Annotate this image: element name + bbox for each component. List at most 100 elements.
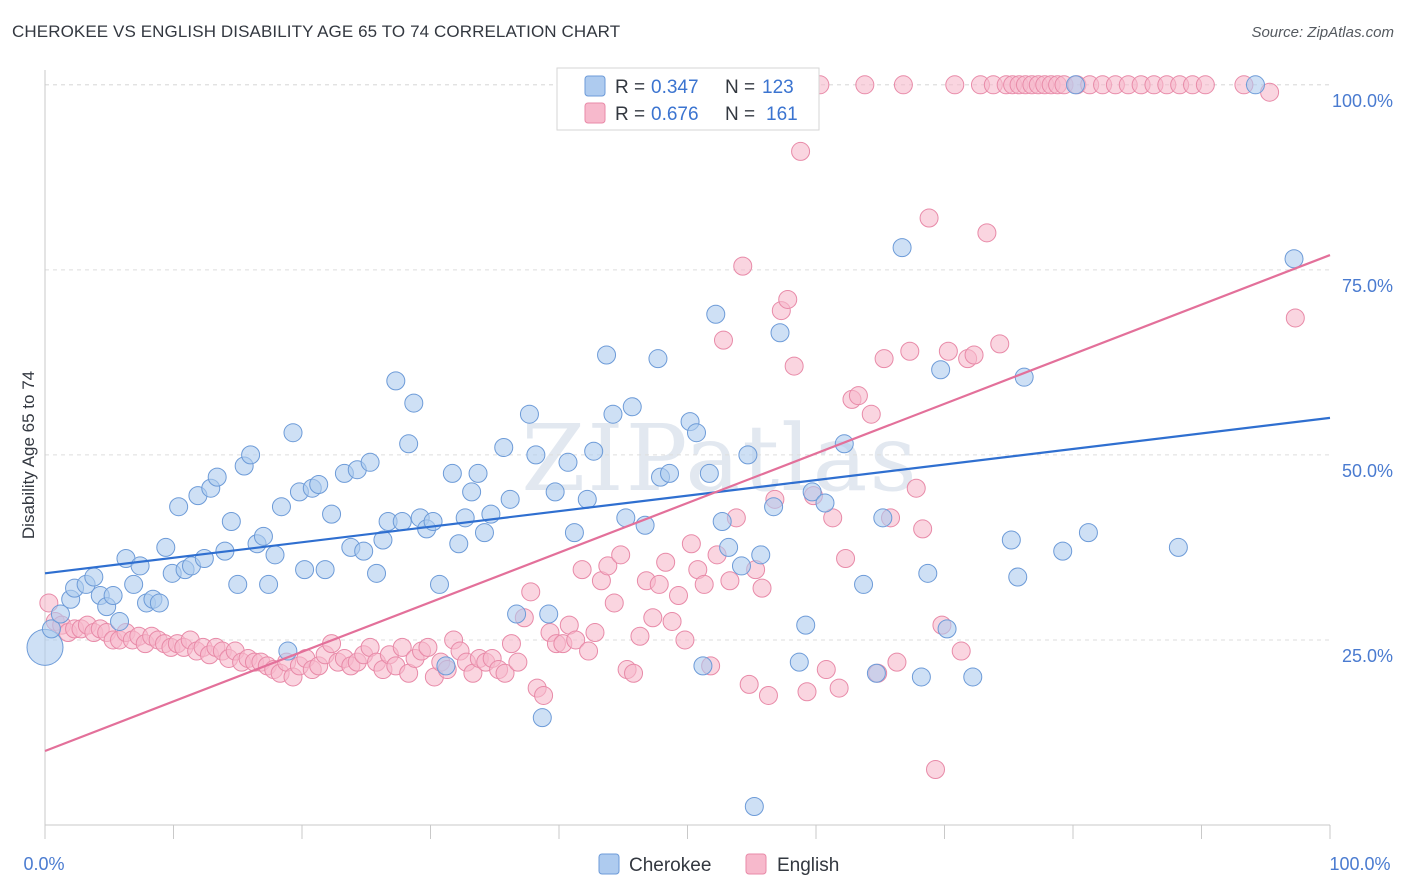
english-point: [990, 334, 1010, 354]
english-point: [39, 593, 59, 613]
cherokee-point: [373, 530, 393, 550]
cherokee-point: [519, 404, 539, 424]
english-point: [694, 574, 714, 594]
trend-line-english: [44, 254, 1331, 753]
cherokee-point: [354, 541, 374, 561]
english-point: [598, 556, 618, 576]
english-point: [713, 330, 733, 350]
english-point: [816, 660, 836, 680]
bottom-legend-label-cherokee: Cherokee: [629, 855, 711, 876]
english-point: [649, 574, 669, 594]
cherokee-point: [854, 574, 874, 594]
cherokee-point: [429, 574, 449, 594]
cherokee-point: [603, 404, 623, 424]
cherokee-point: [130, 556, 150, 576]
cherokee-point: [526, 445, 546, 465]
english-point: [720, 571, 740, 591]
english-point: [964, 345, 984, 365]
english-point: [951, 641, 971, 661]
cherokee-point: [584, 441, 604, 461]
cherokee-point: [50, 604, 70, 624]
english-point: [791, 141, 811, 161]
english-point: [630, 626, 650, 646]
english-point: [739, 674, 759, 694]
cherokee-point: [474, 523, 494, 543]
y-tick-label-3: 100.0%: [1332, 91, 1393, 111]
legend-r-label-cherokee: R =: [615, 77, 645, 98]
english-point: [836, 549, 856, 569]
cherokee-point: [468, 463, 488, 483]
cherokee-point: [265, 545, 285, 565]
english-point: [579, 641, 599, 661]
cherokee-point: [699, 463, 719, 483]
legend-n-label-cherokee: N =: [725, 77, 755, 98]
cherokee-point: [41, 619, 61, 639]
english-point: [604, 593, 624, 613]
cherokee-point: [322, 504, 342, 524]
english-point: [900, 341, 920, 361]
english-point: [521, 582, 541, 602]
trend-lines: [44, 254, 1331, 753]
x-tick-labels: 0.0% 100.0%: [23, 854, 1390, 874]
english-point: [1195, 75, 1215, 95]
cherokee-point: [462, 482, 482, 502]
legend-swatch-english: [584, 102, 606, 124]
cherokee-point: [315, 560, 335, 580]
english-point: [656, 552, 676, 572]
cherokee-point: [693, 656, 713, 676]
cherokee-point: [834, 434, 854, 454]
cherokee-point: [866, 663, 886, 683]
cherokee-point: [103, 586, 123, 606]
english-point: [392, 637, 412, 657]
cherokee-point: [744, 796, 764, 816]
cherokee-point: [259, 574, 279, 594]
cherokee-point: [399, 434, 419, 454]
cherokee-point: [309, 475, 329, 495]
cherokee-point: [507, 604, 527, 624]
cherokee-point: [564, 523, 584, 543]
cherokee-point: [442, 463, 462, 483]
cherokee-point: [815, 493, 835, 513]
legend-r-value-english: 0.676: [651, 104, 699, 125]
cherokee-point: [719, 537, 739, 557]
cherokee-point: [392, 512, 412, 532]
cherokee-point: [386, 371, 406, 391]
x-tick-label-max: 100.0%: [1329, 854, 1390, 874]
english-point: [778, 289, 798, 309]
english-point: [669, 586, 689, 606]
english-point: [829, 678, 849, 698]
english-point: [572, 560, 592, 580]
english-point: [624, 663, 644, 683]
y-tick-label-0: 25.0%: [1342, 646, 1393, 666]
english-point: [752, 578, 772, 598]
english-point: [662, 611, 682, 631]
english-point: [893, 75, 913, 95]
cherokee-point: [221, 512, 241, 532]
legend-swatch-cherokee: [584, 75, 606, 97]
english-point: [643, 608, 663, 628]
english-point: [1285, 308, 1305, 328]
cherokee-point: [1053, 541, 1073, 561]
english-point: [418, 637, 438, 657]
english-point: [874, 349, 894, 369]
bottom-legend-swatch-english: [745, 853, 767, 875]
trend-line-cherokee: [44, 416, 1331, 575]
cherokee-point: [1001, 530, 1021, 550]
cherokee-point: [706, 304, 726, 324]
cherokee-point: [731, 556, 751, 576]
stats-legend: R = 0.347 N = 123 R = 0.676 N = 161: [556, 67, 820, 131]
cherokee-point: [241, 445, 261, 465]
cherokee-point: [660, 463, 680, 483]
y-tick-label-1: 50.0%: [1342, 461, 1393, 481]
cherokee-point: [449, 534, 469, 554]
cherokee-point: [1168, 537, 1188, 557]
cherokee-point: [597, 345, 617, 365]
cherokee-point: [124, 574, 144, 594]
cherokee-point: [770, 323, 790, 343]
english-point: [733, 256, 753, 276]
series-legend: Cherokee English: [598, 853, 839, 876]
cherokee-point: [918, 563, 938, 583]
english-point: [611, 545, 631, 565]
english-point: [495, 663, 515, 683]
